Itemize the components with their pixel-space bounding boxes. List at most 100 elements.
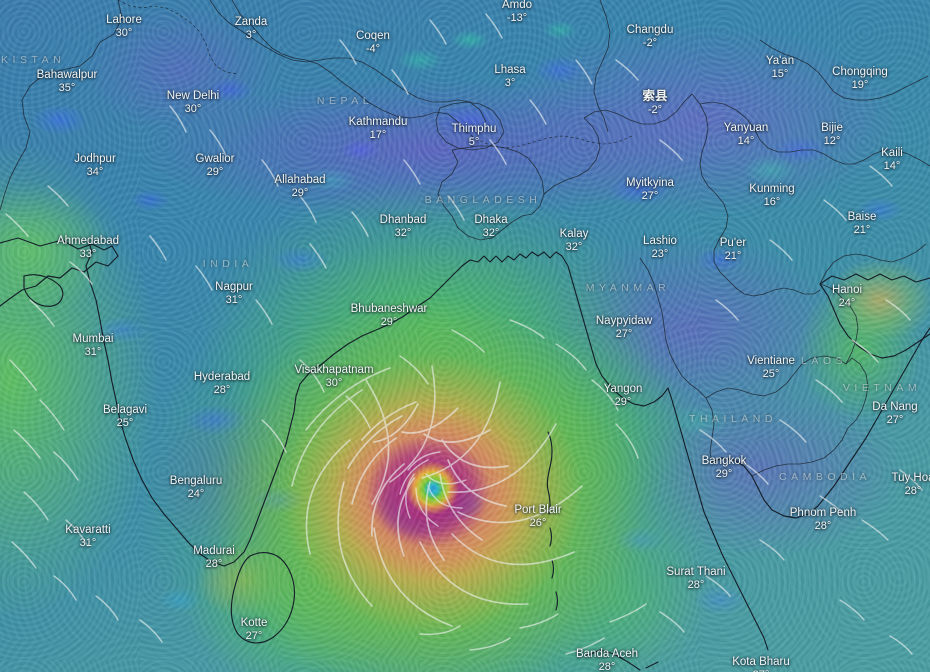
- city-label[interactable]: Tuy Hoa28°: [891, 472, 930, 498]
- city-name: Gwalior: [195, 153, 235, 165]
- city-name: Bangkok: [701, 455, 747, 467]
- city-name: 索县: [642, 88, 668, 103]
- coastline-ganges-delta: [461, 251, 563, 267]
- city-temperature: 27°: [641, 190, 659, 202]
- city-name: Dhaka: [474, 214, 508, 226]
- city-temperature: 30°: [184, 103, 202, 115]
- city-temperature: 32°: [565, 241, 583, 253]
- border-china-laos-myanmar: [691, 93, 821, 297]
- city-label[interactable]: Hyderabad 28°: [194, 371, 250, 397]
- city-name: Nagpur: [215, 281, 253, 293]
- city-label[interactable]: Port Blair 26°: [514, 504, 561, 530]
- city-temperature: 27°: [732, 669, 790, 672]
- city-name: Changdu: [626, 24, 674, 36]
- city-label[interactable]: Yangon 29°: [604, 383, 643, 409]
- city-label[interactable]: Amdo -13°: [502, 0, 532, 25]
- city-temperature: 23°: [651, 248, 669, 260]
- border-india-nepal: [231, 0, 467, 133]
- city-label[interactable]: Mumbai 31°: [73, 333, 114, 359]
- city-label[interactable]: Bengaluru 24°: [170, 475, 222, 501]
- city-label[interactable]: Madurai 28°: [193, 545, 235, 571]
- city-label[interactable]: Visakhapatnam 30°: [294, 364, 373, 390]
- city-label[interactable]: Kotte 27°: [241, 617, 268, 643]
- border-tibet-provinces: [593, 0, 611, 133]
- city-label[interactable]: Allahabad 29°: [274, 174, 325, 200]
- city-name: Visakhapatnam: [294, 364, 374, 376]
- city-label[interactable]: Kavaratti 31°: [65, 524, 110, 550]
- city-label[interactable]: Yanyuan 14°: [724, 122, 769, 148]
- city-label[interactable]: Ahmedabad 33°: [57, 235, 119, 261]
- city-label[interactable]: Lashio 23°: [643, 235, 677, 261]
- city-label[interactable]: 索县 -2°: [642, 89, 667, 117]
- city-label[interactable]: Kota Bharu27°: [732, 656, 790, 672]
- city-label[interactable]: Chongqing 19°: [832, 66, 888, 92]
- border-myanmar-china: [583, 93, 693, 125]
- border-india-myanmar: [543, 117, 601, 195]
- city-label[interactable]: Changdu -2°: [627, 24, 674, 50]
- city-label[interactable]: Hanoi 24°: [832, 284, 862, 310]
- city-label[interactable]: Banda Aceh 28°: [576, 648, 638, 672]
- coastline-gulf-of-kutch: [23, 274, 64, 307]
- city-label[interactable]: Coqen -4°: [356, 30, 390, 56]
- city-label[interactable]: Bangkok 29°: [702, 455, 747, 481]
- city-label[interactable]: Bahawalpur 35°: [37, 69, 98, 95]
- city-label[interactable]: Zanda 3°: [235, 16, 268, 42]
- border-laos-vietnam: [819, 283, 859, 365]
- city-label[interactable]: Lahore 30°: [106, 14, 142, 40]
- city-temperature: 35°: [58, 82, 76, 94]
- border-pakistan-india: [0, 0, 123, 211]
- city-temperature: 29°: [206, 166, 224, 178]
- city-label[interactable]: Lhasa 3°: [494, 64, 525, 90]
- city-label[interactable]: Baise 21°: [848, 211, 877, 237]
- city-label[interactable]: Kathmandu 17°: [349, 116, 408, 142]
- border-china-vietnam: [819, 243, 927, 285]
- city-name: Bijie: [821, 122, 843, 134]
- city-label[interactable]: Bijie 12°: [821, 122, 843, 148]
- city-label[interactable]: Da Nang 27°: [872, 401, 917, 427]
- city-temperature: 28°: [205, 558, 223, 570]
- city-label[interactable]: Vientiane 25°: [747, 355, 795, 381]
- city-label[interactable]: Surat Thani 28°: [666, 566, 725, 592]
- coastline-india-east: [249, 265, 463, 541]
- city-label[interactable]: Belagavi 25°: [103, 404, 147, 430]
- border-disputed-line: [465, 131, 633, 149]
- city-temperature: -2°: [647, 104, 663, 116]
- city-label[interactable]: Kunming 16°: [749, 183, 794, 209]
- city-temperature: 17°: [369, 129, 387, 141]
- city-label[interactable]: Nagpur 31°: [215, 281, 253, 307]
- city-temperature: 32°: [394, 227, 412, 239]
- border-china-provinces-east: [759, 39, 929, 101]
- city-label[interactable]: Dhanbad 32°: [380, 214, 427, 240]
- city-name: New Delhi: [166, 90, 220, 102]
- city-label[interactable]: Gwalior 29°: [196, 153, 235, 179]
- coastline-gulf-of-thailand: [711, 327, 930, 519]
- city-name: Hyderabad: [193, 371, 251, 383]
- city-temperature: 5°: [468, 136, 480, 148]
- city-name: Ya'an: [765, 55, 795, 67]
- city-label[interactable]: Kaili 14°: [881, 147, 903, 173]
- coastline-myanmar: [561, 255, 669, 407]
- city-label[interactable]: Myitkyina 27°: [626, 177, 674, 203]
- coastline-india-west: [85, 239, 251, 567]
- city-temperature: 16°: [763, 196, 781, 208]
- city-name: Myitkyina: [626, 177, 674, 189]
- city-label[interactable]: Thimphu 5°: [452, 123, 497, 149]
- city-temperature: 3°: [245, 29, 257, 41]
- city-label[interactable]: Phnom Penh 28°: [790, 507, 857, 533]
- city-label[interactable]: Jodhpur 34°: [74, 153, 116, 179]
- city-name: Lashio: [643, 235, 677, 247]
- city-label[interactable]: Bhubaneshwar 29°: [351, 303, 428, 329]
- city-temperature: 31°: [84, 346, 102, 358]
- city-name: Naypyidaw: [595, 315, 653, 327]
- coastline-tenasserim: [667, 387, 769, 651]
- city-name: Yanyuan: [723, 122, 769, 134]
- coastline-sumatra: [585, 649, 659, 671]
- city-name: Kotte: [240, 617, 268, 629]
- city-label[interactable]: Pu'er 21°: [720, 237, 747, 263]
- city-label[interactable]: Dhaka 32°: [474, 214, 507, 240]
- city-label[interactable]: Naypyidaw 27°: [596, 315, 652, 341]
- city-label[interactable]: Ya'an 15°: [766, 55, 794, 81]
- city-label[interactable]: New Delhi 30°: [167, 90, 219, 116]
- city-label[interactable]: Kalay 32°: [560, 228, 589, 254]
